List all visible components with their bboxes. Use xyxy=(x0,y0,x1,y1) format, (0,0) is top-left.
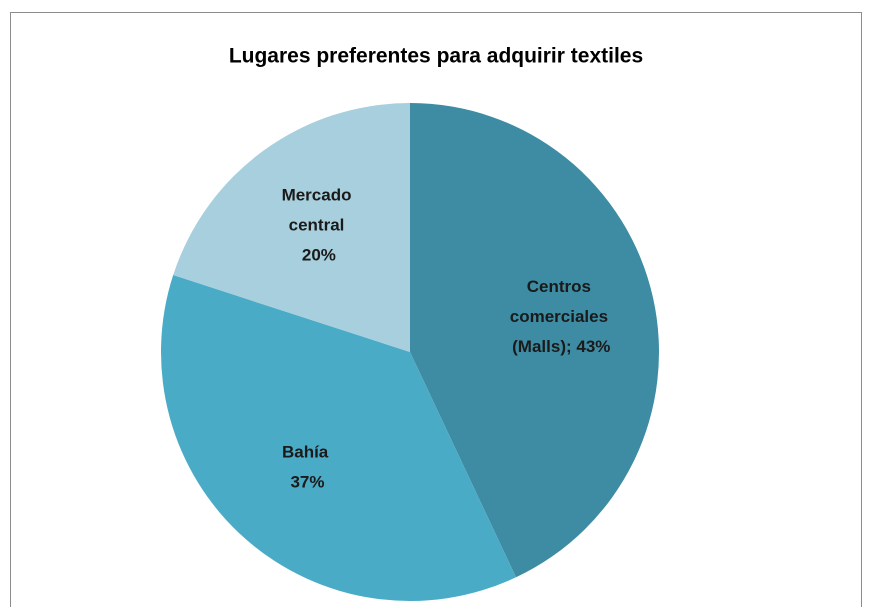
data-label: Mercado central 20% xyxy=(282,186,357,265)
pie-slice xyxy=(410,103,659,578)
pie-slice xyxy=(160,275,517,601)
chart-title: Lugares preferentes para adquirir textil… xyxy=(229,45,643,68)
pie-slice xyxy=(173,102,410,352)
data-label: Bahía 37% xyxy=(282,443,333,492)
data-label: Centros comerciales (Malls); 43% xyxy=(510,278,613,357)
